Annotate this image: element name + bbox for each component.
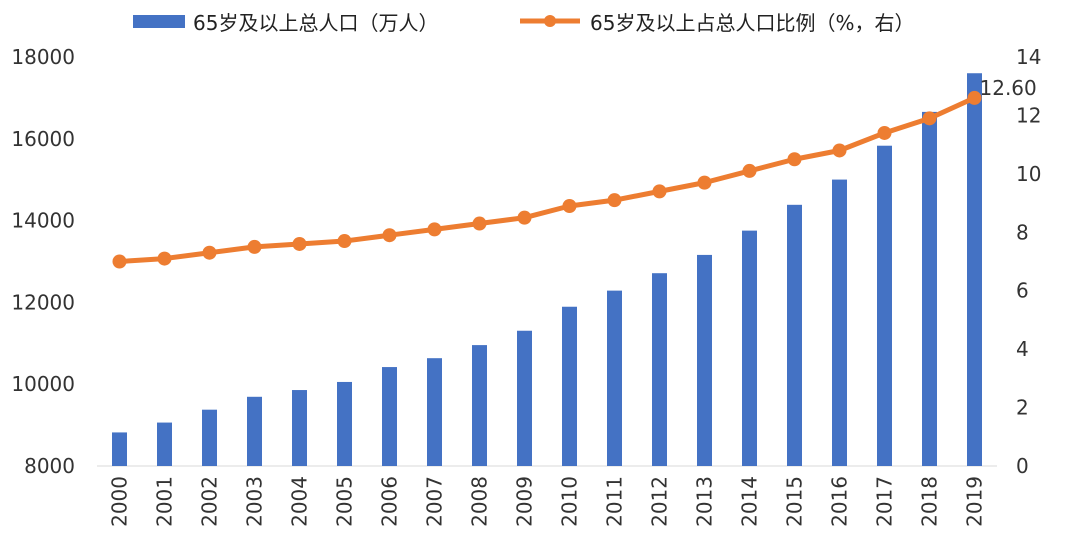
y-right-tick-10: 10: [1016, 162, 1041, 186]
line-point-2007: [427, 222, 442, 237]
legend-label-line: 65岁及以上占总人口比例（%，右）: [590, 11, 914, 35]
y-right-tick-8: 8: [1016, 220, 1029, 244]
legend-swatch-bar: [133, 15, 185, 28]
line-point-2016: [832, 143, 847, 158]
line-point-2017: [877, 125, 892, 140]
x-tick-2003: 2003: [243, 476, 267, 527]
x-tick-2017: 2017: [873, 476, 897, 527]
x-tick-2004: 2004: [288, 476, 312, 527]
x-tick-2019: 2019: [963, 476, 987, 527]
line-point-2005: [337, 234, 352, 249]
line-series: [112, 90, 982, 269]
x-tick-2012: 2012: [648, 476, 672, 527]
bar-2006: [382, 367, 397, 466]
line-point-2009: [517, 210, 532, 225]
x-tick-2001: 2001: [153, 476, 177, 527]
x-tick-2007: 2007: [423, 476, 447, 527]
bar-2011: [607, 290, 622, 466]
line-point-2019: [967, 90, 982, 105]
y-left-axis: 8000 10000 12000 14000 16000 18000: [11, 45, 75, 478]
y-left-tick-8000: 8000: [24, 454, 75, 478]
x-tick-2016: 2016: [828, 476, 852, 527]
line-point-2014: [742, 163, 757, 178]
bar-2007: [427, 358, 442, 466]
bar-2014: [742, 230, 757, 466]
x-tick-2014: 2014: [738, 476, 762, 527]
x-tick-2018: 2018: [918, 476, 942, 527]
line-point-2001: [157, 251, 172, 266]
x-tick-2013: 2013: [693, 476, 717, 527]
bar-2012: [652, 273, 667, 466]
legend-swatch-marker: [544, 15, 556, 27]
line-point-2013: [697, 175, 712, 190]
line-point-2002: [202, 245, 217, 260]
bar-2016: [832, 179, 847, 466]
line-point-2000: [112, 254, 127, 269]
bar-2004: [292, 390, 307, 466]
legend: 65岁及以上总人口（万人） 65岁及以上占总人口比例（%，右）: [133, 11, 914, 35]
bar-2013: [697, 254, 712, 466]
y-right-tick-4: 4: [1016, 337, 1029, 361]
y-right-axis: 0 2 4 6 8 10 12 14: [1016, 45, 1041, 478]
y-right-tick-0: 0: [1016, 454, 1029, 478]
bar-2000: [112, 432, 127, 466]
x-tick-2000: 2000: [108, 476, 132, 527]
line-point-2018: [922, 111, 937, 126]
bar-2002: [202, 409, 217, 466]
x-tick-2006: 2006: [378, 476, 402, 527]
x-tick-2008: 2008: [468, 476, 492, 527]
data-label-2019: 12.60: [980, 76, 1037, 100]
bar-2018: [922, 111, 937, 466]
line-point-2004: [292, 236, 307, 251]
bar-2005: [337, 381, 352, 466]
line-point-2010: [562, 198, 577, 213]
line-point-2015: [787, 152, 802, 167]
y-left-tick-12000: 12000: [11, 290, 75, 314]
x-tick-2015: 2015: [783, 476, 807, 527]
bar-2015: [787, 204, 802, 466]
y-left-tick-14000: 14000: [11, 209, 75, 233]
y-right-tick-2: 2: [1016, 396, 1029, 420]
x-tick-2002: 2002: [198, 476, 222, 527]
bar-2008: [472, 345, 487, 466]
bar-2001: [157, 422, 172, 466]
bar-2009: [517, 330, 532, 466]
y-left-tick-16000: 16000: [11, 127, 75, 151]
legend-label-bar: 65岁及以上总人口（万人）: [193, 11, 438, 35]
y-right-tick-12: 12: [1016, 103, 1041, 127]
line-point-2012: [652, 184, 667, 199]
bar-2010: [562, 306, 577, 466]
y-right-tick-6: 6: [1016, 279, 1029, 303]
bar-2017: [877, 145, 892, 466]
line-point-2008: [472, 216, 487, 231]
line-point-2011: [607, 193, 622, 208]
y-left-tick-18000: 18000: [11, 45, 75, 69]
bar-2019: [967, 73, 982, 466]
line-path: [119, 95, 976, 264]
x-tick-2010: 2010: [558, 476, 582, 527]
x-tick-2011: 2011: [603, 476, 627, 527]
line-point-2003: [247, 239, 262, 254]
y-right-tick-14: 14: [1016, 45, 1041, 69]
bar-2003: [247, 396, 262, 466]
x-tick-2009: 2009: [513, 476, 537, 527]
x-axis: 2000 2001 2002 2003 2004 2005 2006 2007 2008 2009…: [108, 476, 987, 527]
y-left-tick-10000: 10000: [11, 372, 75, 396]
x-tick-2005: 2005: [333, 476, 357, 527]
line-point-2006: [382, 228, 397, 243]
bar-series: [112, 73, 982, 466]
